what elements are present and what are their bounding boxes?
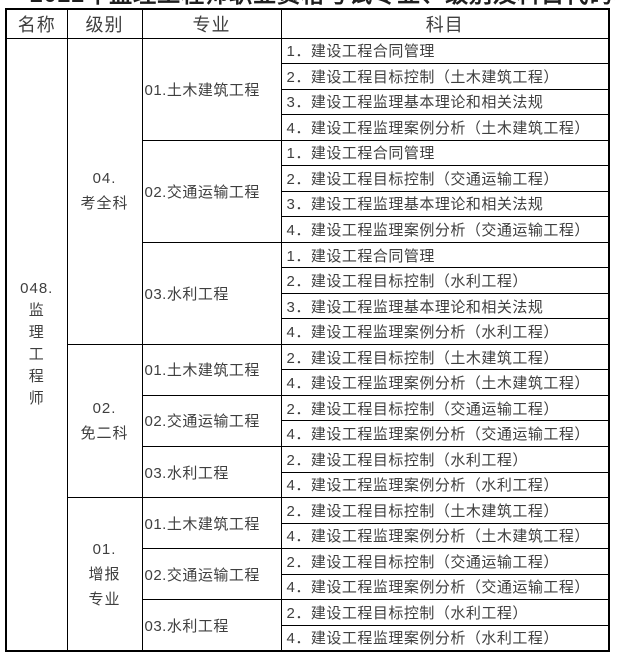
subject-cell: 4．建设工程监理案例分析（水利工程） xyxy=(280,624,610,652)
subject-cell: 4．建设工程监理案例分析（土木建筑工程） xyxy=(280,522,610,550)
major-cell: 02.交通运输工程 xyxy=(141,139,282,243)
table-row: 03.水利工程 1．建设工程合同管理 xyxy=(6,241,610,345)
major-cell: 02.交通运输工程 xyxy=(141,394,282,448)
subject-cell: 2．建设工程目标控制（水利工程） xyxy=(280,446,610,473)
subject-cell: 2．建设工程目标控制（土木建筑工程） xyxy=(280,63,610,90)
header-level: 级别 xyxy=(66,8,143,39)
table-row: 4．建设工程监理案例分析（交通运输工程） xyxy=(6,420,610,447)
subject-cell: 2．建设工程目标控制（水利工程） xyxy=(280,267,610,294)
header-name: 名称 xyxy=(5,8,68,39)
table-row: 02.交通运输工程 2．建设工程目标控制（交通运输工程） xyxy=(6,548,610,601)
table-row: 4．建设工程监理案例分析（土木建筑工程） xyxy=(6,369,610,396)
table-row: 01. 增报 专业 01.土木建筑工程 2．建设工程目标控制（土木建筑工程） xyxy=(6,497,610,652)
subject-cell: 4．建设工程监理案例分析（土木建筑工程） xyxy=(280,114,610,141)
subject-cell: 2．建设工程目标控制（水利工程） xyxy=(280,599,610,626)
table-row: 4．建设工程监理案例分析（水利工程） xyxy=(6,318,610,345)
subject-cell: 2．建设工程目标控制（交通运输工程） xyxy=(280,165,610,192)
subject-cell: 4．建设工程监理案例分析（交通运输工程） xyxy=(280,420,610,447)
major-cell: 01.土木建筑工程 xyxy=(141,497,282,550)
cropped-title-text: 2022年监理工程师职业资格考试专业、级别及科目代码表 xyxy=(30,0,615,7)
table-row: 2．建设工程目标控制（交通运输工程） xyxy=(6,165,610,192)
exam-subjects-table: 名称 级别 专业 科目 048. 监 理 工 程 师 04. 考全科 01.土木… xyxy=(5,8,610,652)
subject-cell: 4．建设工程监理案例分析（土木建筑工程） xyxy=(280,369,610,396)
subject-cell: 1．建设工程合同管理 xyxy=(280,139,610,167)
table-row: 2．建设工程目标控制（土木建筑工程） xyxy=(6,63,610,90)
subject-cell: 4．建设工程监理案例分析（水利工程） xyxy=(280,471,610,499)
table-row: 4．建设工程监理案例分析（水利工程） xyxy=(6,624,610,652)
subject-cell: 3．建设工程监理基本理论和相关法规 xyxy=(280,88,610,116)
name-cell: 048. 监 理 工 程 师 xyxy=(5,37,68,652)
table-row: 2．建设工程目标控制（水利工程） xyxy=(6,267,610,294)
subject-cell: 2．建设工程目标控制（交通运输工程） xyxy=(280,394,610,422)
subject-cell: 1．建设工程合同管理 xyxy=(280,37,610,65)
table-row: 048. 监 理 工 程 师 04. 考全科 01.土木建筑工程 1．建设工程合… xyxy=(5,37,610,652)
major-cell: 03.水利工程 xyxy=(141,445,282,499)
major-cell: 03.水利工程 xyxy=(141,599,282,652)
table-row: 4．建设工程监理案例分析（土木建筑工程） xyxy=(6,114,610,141)
major-cell: 01.土木建筑工程 xyxy=(141,343,282,396)
level-cell-kaoquanke: 04. 考全科 xyxy=(66,37,143,345)
table-row: 03.水利工程 2．建设工程目标控制（水利工程） xyxy=(6,445,610,499)
header-row: 名称 级别 专业 科目 xyxy=(5,8,610,39)
subject-cell: 4．建设工程监理案例分析（交通运输工程） xyxy=(280,216,610,243)
table-row: 3．建设工程监理基本理论和相关法规 xyxy=(6,292,610,320)
subject-cell: 2．建设工程目标控制（土木建筑工程） xyxy=(280,343,610,371)
subject-cell: 2．建设工程目标控制（交通运输工程） xyxy=(280,548,610,575)
table-row: 4．建设工程监理案例分析（交通运输工程） xyxy=(6,573,610,601)
header-major: 专业 xyxy=(141,8,282,39)
table-row: 02.交通运输工程 1．建设工程合同管理 xyxy=(6,139,610,243)
table-row: 02.交通运输工程 2．建设工程目标控制（交通运输工程） xyxy=(6,394,610,448)
table-row: 4．建设工程监理案例分析（水利工程） xyxy=(6,471,610,499)
subject-cell: 4．建设工程监理案例分析（交通运输工程） xyxy=(280,573,610,601)
subject-cell: 3．建设工程监理基本理论和相关法规 xyxy=(280,190,610,218)
subject-cell: 4．建设工程监理案例分析（水利工程） xyxy=(280,318,610,345)
table-row: 02. 免二科 01.土木建筑工程 2．建设工程目标控制（土木建筑工程） xyxy=(6,343,610,499)
level-cell-zengbao: 01. 增报 专业 xyxy=(66,497,143,652)
major-cell: 02.交通运输工程 xyxy=(141,548,282,601)
header-subject: 科目 xyxy=(280,8,610,39)
subject-cell: 1．建设工程合同管理 xyxy=(280,241,610,269)
table-row: 3．建设工程监理基本理论和相关法规 xyxy=(6,88,610,116)
major-cell: 03.水利工程 xyxy=(141,241,282,345)
subject-cell: 3．建设工程监理基本理论和相关法规 xyxy=(280,292,610,320)
level-cell-mianerke: 02. 免二科 xyxy=(66,343,143,499)
subject-cell: 2．建设工程目标控制（土木建筑工程） xyxy=(280,497,610,524)
cropped-title: 2022年监理工程师职业资格考试专业、级别及科目代码表 xyxy=(30,0,615,8)
table-row: 4．建设工程监理案例分析（土木建筑工程） xyxy=(6,522,610,550)
table-row: 4．建设工程监理案例分析（交通运输工程） xyxy=(6,216,610,243)
major-cell: 01.土木建筑工程 xyxy=(141,37,282,141)
table-row: 03.水利工程 2．建设工程目标控制（水利工程） xyxy=(6,599,610,652)
table-row: 3．建设工程监理基本理论和相关法规 xyxy=(6,190,610,218)
